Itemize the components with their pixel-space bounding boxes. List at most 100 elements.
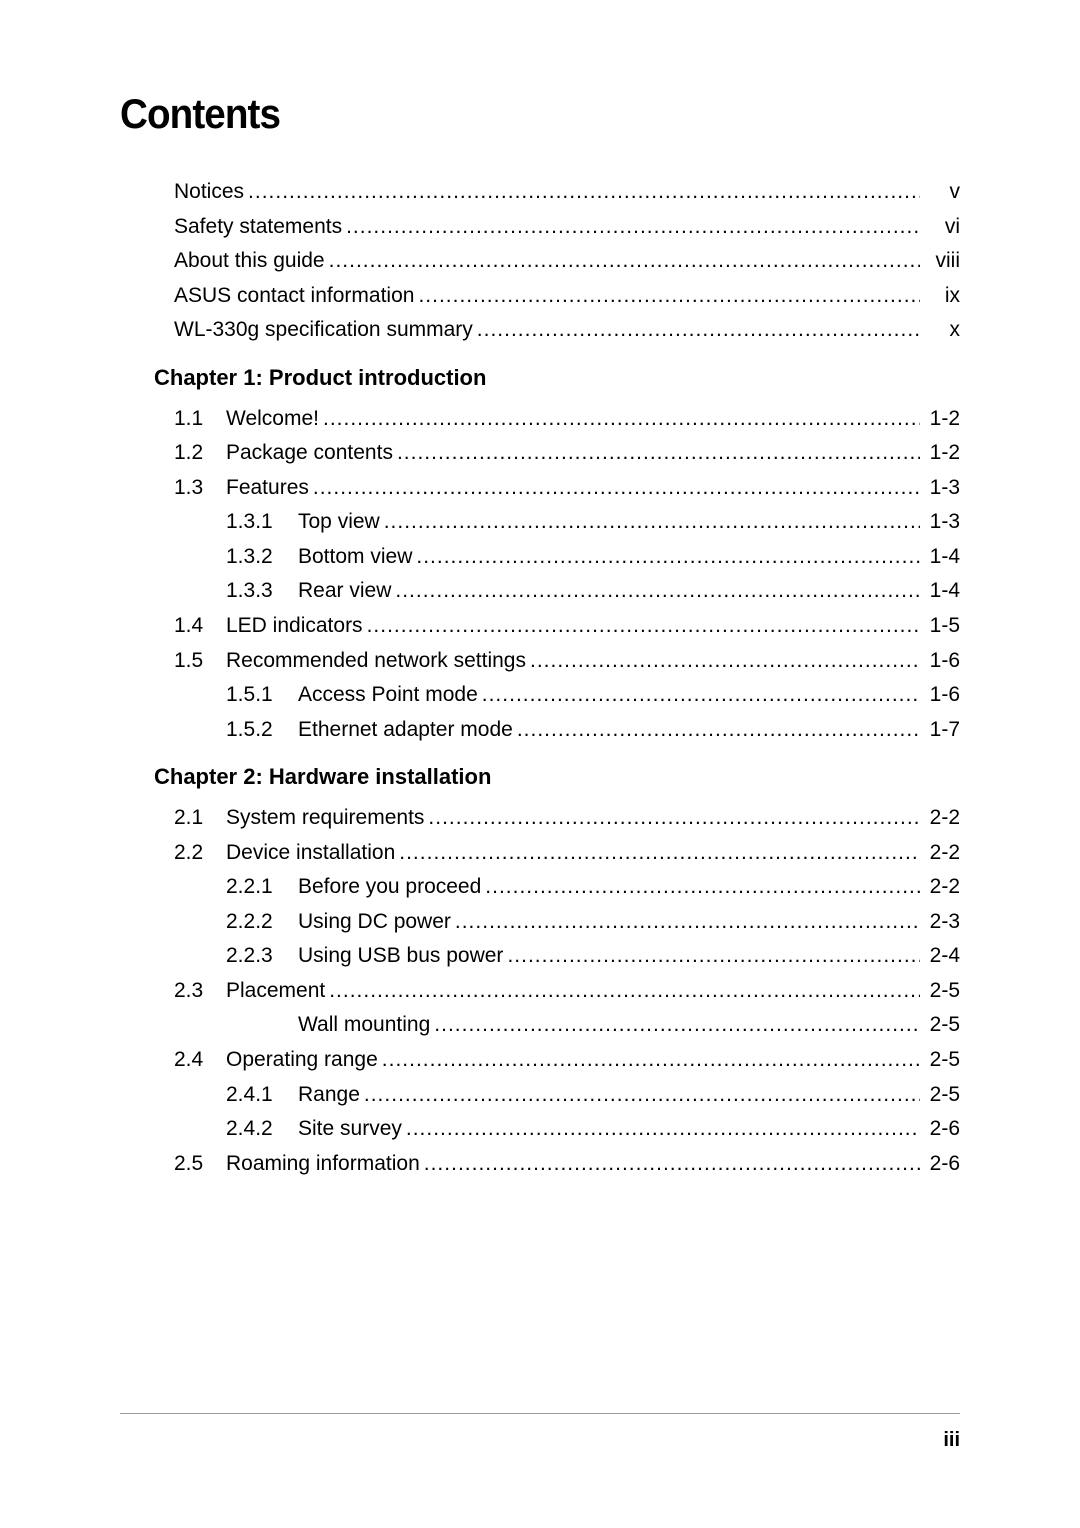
toc-entry-label: Wall mounting	[298, 1009, 430, 1042]
toc-entry-page: 2-3	[920, 906, 960, 939]
toc-leader-dots: ........................................…	[478, 679, 920, 712]
toc-row: About this guide........................…	[174, 245, 960, 278]
toc-leader-dots: ........................................…	[503, 940, 920, 973]
toc-entry-label: Safety statements	[174, 211, 342, 244]
toc-entry-label: Notices	[174, 176, 244, 209]
toc-row: 2.4.1Range..............................…	[174, 1079, 960, 1112]
toc-entry-subnumber: 2.2.2	[226, 906, 298, 939]
toc-entry-label: System requirements	[226, 802, 424, 835]
toc-entry-page: 1-6	[920, 679, 960, 712]
toc-entry-page: 1-2	[920, 437, 960, 470]
toc-row: Wall mounting...........................…	[174, 1009, 960, 1042]
toc-entry-number: 1.4	[174, 610, 226, 643]
toc-row: ASUS contact information................…	[174, 280, 960, 313]
toc-entry-label: Package contents	[226, 437, 393, 470]
toc-entry-label: Placement	[226, 975, 325, 1008]
toc-row: 2.3Placement............................…	[174, 975, 960, 1008]
toc-leader-dots: ........................................…	[325, 975, 920, 1008]
toc-entry-subnumber: 1.3.2	[226, 541, 298, 574]
toc-entry-page: 2-5	[920, 975, 960, 1008]
toc-row: 1.3.1Top view...........................…	[174, 506, 960, 539]
toc-entry-page: 2-5	[920, 1044, 960, 1077]
toc-entry-number: 1.2	[174, 437, 226, 470]
chapter-2-heading: Chapter 2: Hardware installation	[120, 764, 960, 790]
toc-entry-page: 1-7	[920, 714, 960, 747]
toc-row: 1.4LED indicators.......................…	[174, 610, 960, 643]
toc-entry-page: 2-6	[920, 1113, 960, 1146]
toc-entry-number: 2.2	[174, 837, 226, 870]
toc-leader-dots: ........................................…	[513, 714, 920, 747]
toc-row: Notices.................................…	[174, 176, 960, 209]
toc-leader-dots: ........................................…	[430, 1009, 920, 1042]
toc-row: WL-330g specification summary...........…	[174, 314, 960, 347]
toc-entry-label: Site survey	[298, 1113, 402, 1146]
toc-entry-subnumber: 2.4.1	[226, 1079, 298, 1112]
toc-chapter-2: 2.1System requirements..................…	[120, 802, 960, 1180]
toc-entry-label: Bottom view	[298, 541, 412, 574]
toc-entry-page: 1-2	[920, 403, 960, 436]
toc-entry-label: ASUS contact information	[174, 280, 414, 313]
toc-leader-dots: ........................................…	[402, 1113, 920, 1146]
toc-leader-dots: ........................................…	[414, 280, 920, 313]
toc-entry-page: 2-2	[920, 837, 960, 870]
toc-entry-label: WL-330g specification summary	[174, 314, 473, 347]
toc-entry-label: Using DC power	[298, 906, 451, 939]
toc-leader-dots: ........................................…	[395, 837, 920, 870]
toc-entry-number: 2.1	[174, 802, 226, 835]
toc-leader-dots: ........................................…	[451, 906, 920, 939]
toc-entry-label: Device installation	[226, 837, 395, 870]
toc-leader-dots: ........................................…	[319, 403, 920, 436]
toc-entry-page: 1-3	[920, 472, 960, 505]
toc-entry-page: 1-6	[920, 645, 960, 678]
toc-entry-subnumber: 1.5.1	[226, 679, 298, 712]
toc-leader-dots: ........................................…	[380, 506, 920, 539]
toc-entry-page: 1-4	[920, 541, 960, 574]
toc-row: 1.5.2Ethernet adapter mode..............…	[174, 714, 960, 747]
toc-entry-number: 1.5	[174, 645, 226, 678]
toc-row: 1.3.2Bottom view........................…	[174, 541, 960, 574]
toc-row: 2.5Roaming information..................…	[174, 1148, 960, 1181]
toc-entry-label: LED indicators	[226, 610, 363, 643]
toc-entry-label: Access Point mode	[298, 679, 478, 712]
toc-entry-number: 1.1	[174, 403, 226, 436]
toc-leader-dots: ........................................…	[391, 575, 920, 608]
toc-leader-dots: ........................................…	[473, 314, 920, 347]
toc-leader-dots: ........................................…	[526, 645, 920, 678]
toc-row: 2.2.3Using USB bus power................…	[174, 940, 960, 973]
toc-entry-label: About this guide	[174, 245, 325, 278]
toc-entry-number: 2.5	[174, 1148, 226, 1181]
toc-entry-page: viii	[920, 245, 960, 278]
toc-leader-dots: ........................................…	[360, 1079, 920, 1112]
page-number: iii	[943, 1429, 960, 1452]
toc-leader-dots: ........................................…	[363, 610, 920, 643]
toc-entry-page: 2-6	[920, 1148, 960, 1181]
toc-row: 2.2.1Before you proceed.................…	[174, 871, 960, 904]
toc-entry-label: Top view	[298, 506, 380, 539]
toc-entry-number: 1.3	[174, 472, 226, 505]
toc-entry-label: Welcome!	[226, 403, 319, 436]
toc-entry-page: v	[920, 176, 960, 209]
toc-row: 1.1Welcome!.............................…	[174, 403, 960, 436]
toc-front-matter: Notices.................................…	[120, 176, 960, 347]
toc-entry-page: ix	[920, 280, 960, 313]
toc-entry-label: Using USB bus power	[298, 940, 503, 973]
toc-entry-page: 2-2	[920, 802, 960, 835]
toc-entry-page: 2-5	[920, 1079, 960, 1112]
toc-row: 2.2.2Using DC power.....................…	[174, 906, 960, 939]
toc-entry-subnumber: 2.2.3	[226, 940, 298, 973]
toc-entry-page: 1-5	[920, 610, 960, 643]
toc-entry-label: Ethernet adapter mode	[298, 714, 513, 747]
toc-leader-dots: ........................................…	[481, 871, 920, 904]
contents-title: Contents	[120, 90, 893, 138]
toc-entry-label: Operating range	[226, 1044, 378, 1077]
toc-entry-label: Features	[226, 472, 309, 505]
toc-leader-dots: ........................................…	[424, 802, 920, 835]
toc-leader-dots: ........................................…	[309, 472, 920, 505]
toc-entry-subnumber: 2.2.1	[226, 871, 298, 904]
toc-entry-page: 1-3	[920, 506, 960, 539]
toc-entry-page: 2-5	[920, 1009, 960, 1042]
toc-row: 2.2Device installation..................…	[174, 837, 960, 870]
toc-entry-number: 2.3	[174, 975, 226, 1008]
toc-row: 2.4Operating range......................…	[174, 1044, 960, 1077]
toc-row: 1.2Package contents.....................…	[174, 437, 960, 470]
